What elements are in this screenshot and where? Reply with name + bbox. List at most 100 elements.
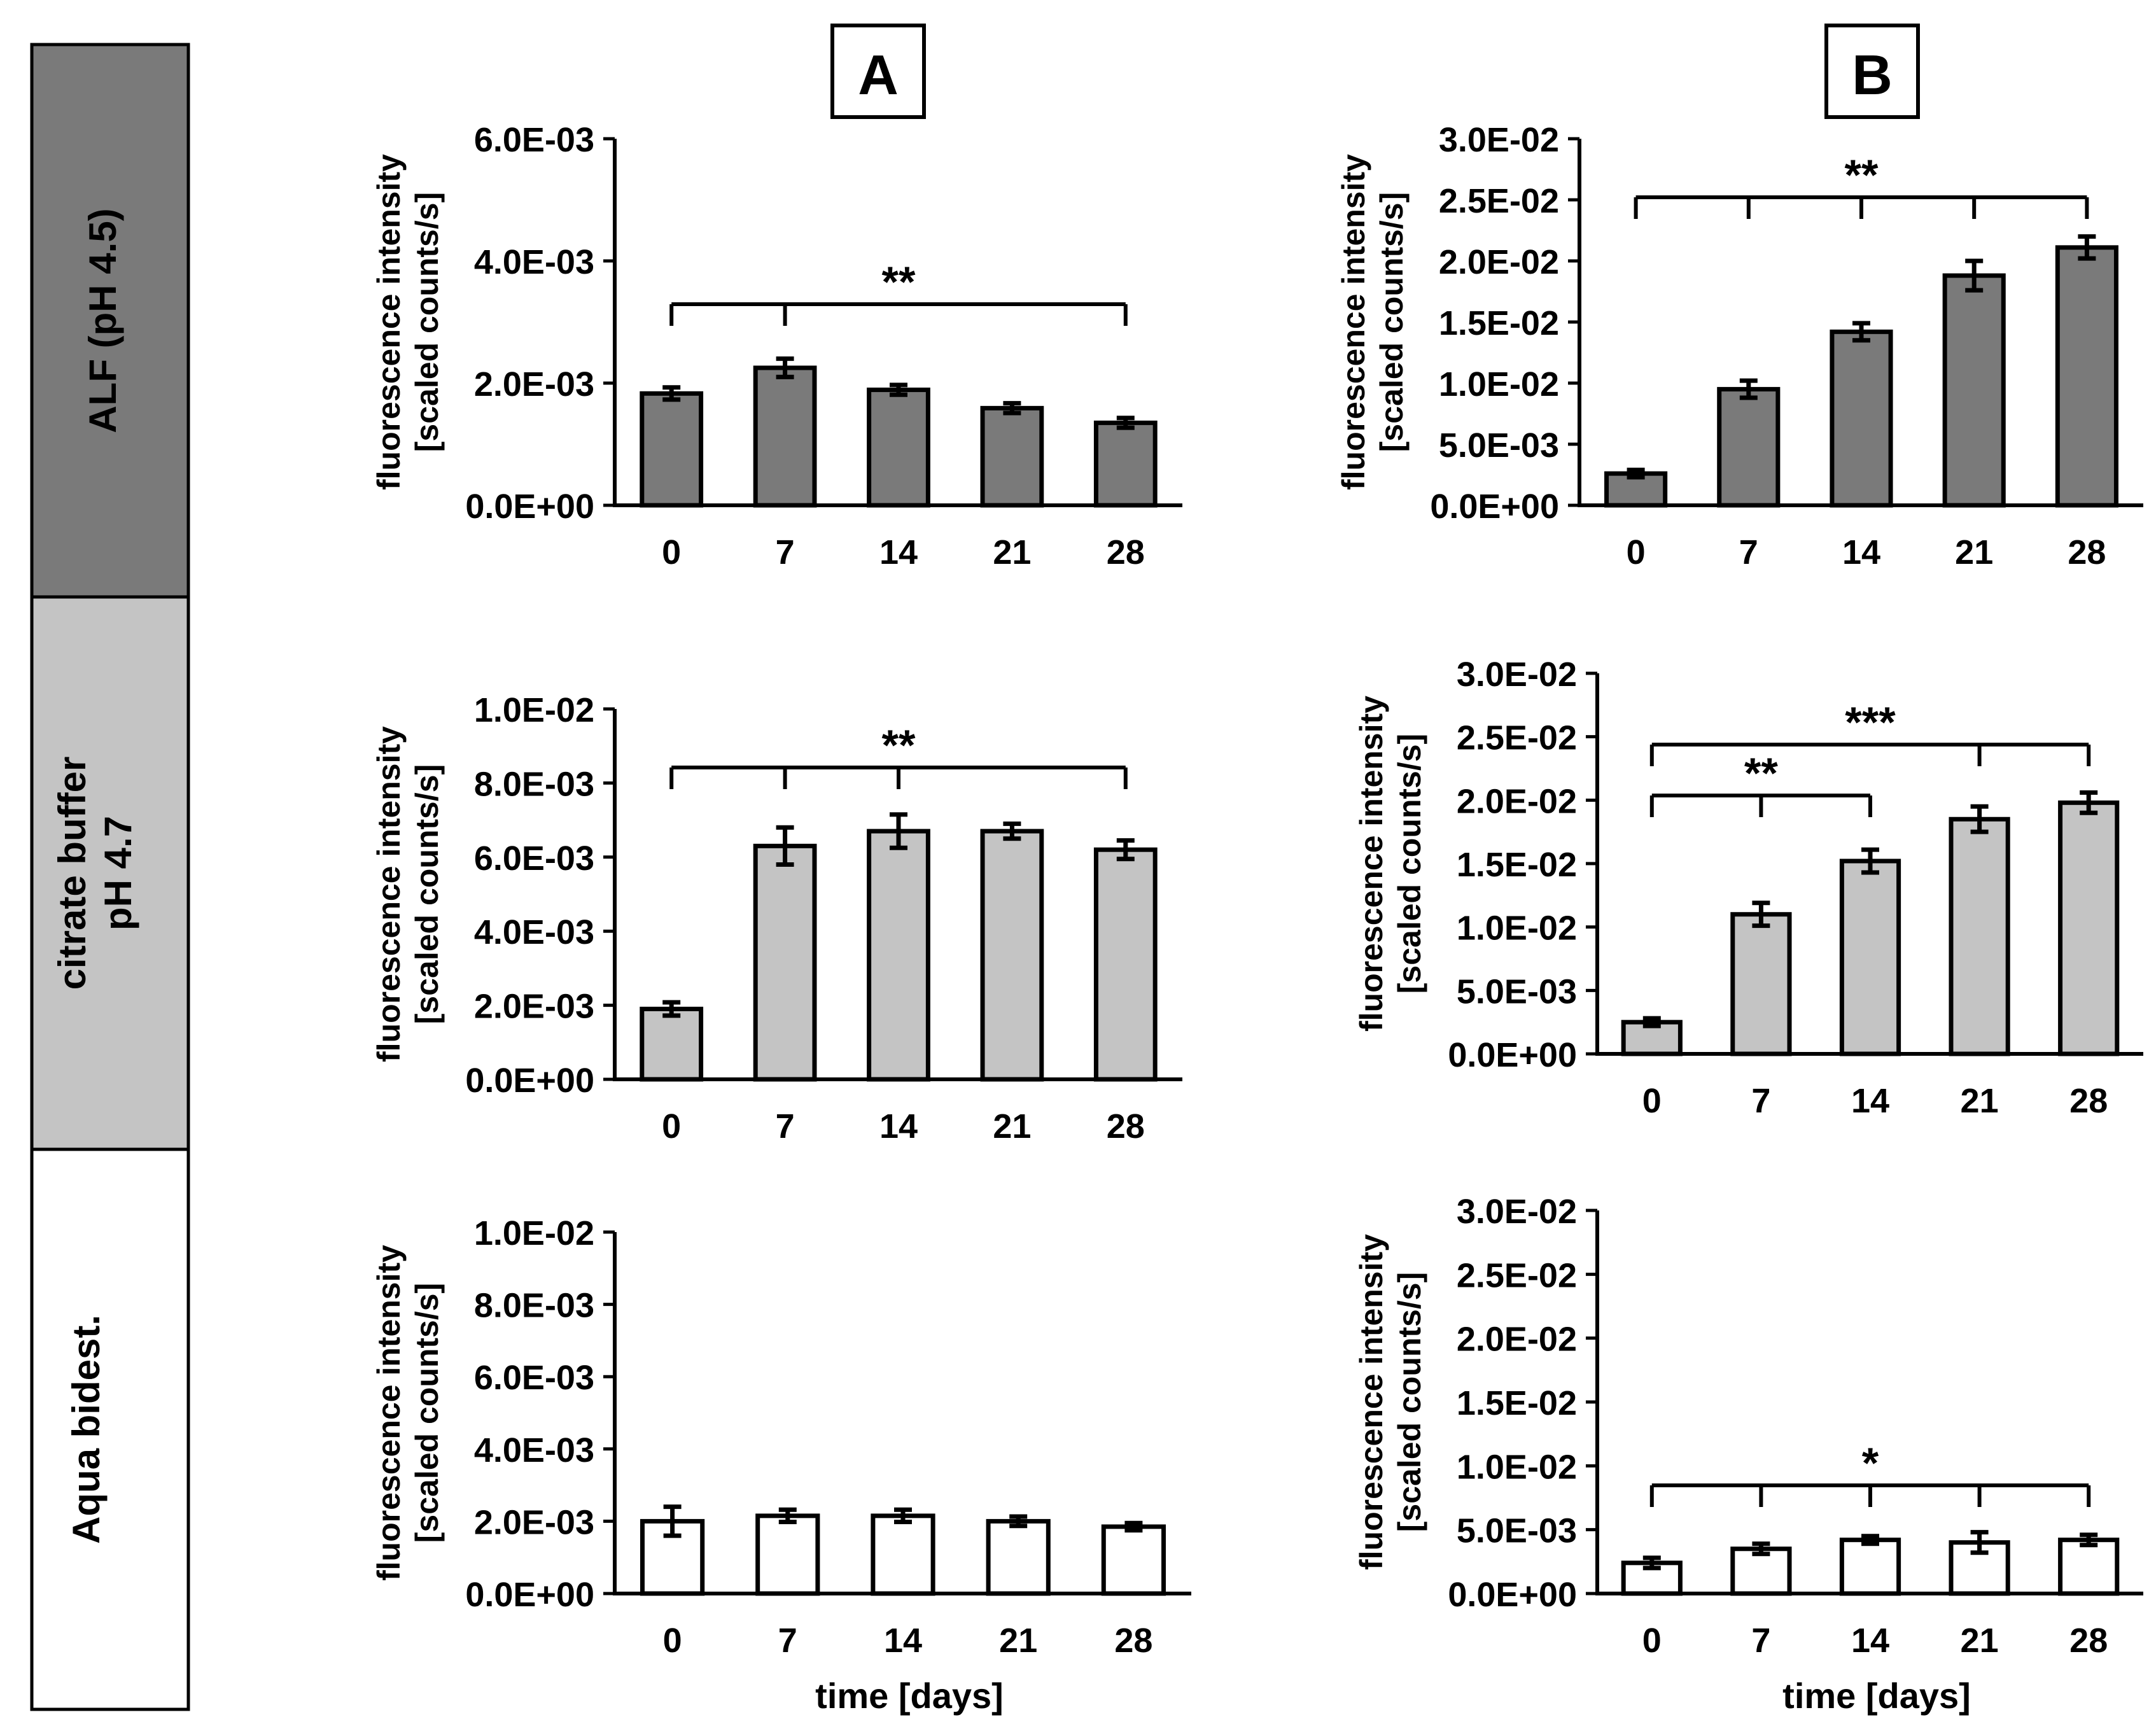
- error-bar: [1003, 821, 1021, 841]
- bar: [753, 843, 817, 1082]
- error-bar: [1752, 901, 1770, 929]
- significance-label: ***: [1845, 698, 1896, 746]
- y-axis-label-line2: [scaled counts/s]: [409, 1283, 445, 1543]
- x-tick-label: 0: [663, 1622, 682, 1660]
- chart-A3: 0.0E+00 2.0E-03 4.0E-03 6.0E-03 8.0E-03 1.0E-…: [371, 1214, 1191, 1716]
- significance-label: **: [1744, 749, 1778, 797]
- y-tick-label: 1.5E-02: [1439, 304, 1559, 342]
- bar: [1830, 329, 1893, 508]
- y-tick-label: 2.5E-02: [1439, 182, 1559, 220]
- y-axis-label-line2: [scaled counts/s]: [409, 192, 445, 452]
- significance-bracket: [669, 766, 1128, 789]
- error-bar: [1752, 1541, 1770, 1557]
- y-tick-label: 3.0E-02: [1439, 121, 1559, 159]
- y-tick-label: 1.5E-02: [1457, 1384, 1577, 1422]
- error-bar: [1642, 1016, 1661, 1028]
- x-tick-label: 21: [1961, 1622, 1999, 1660]
- bar: [1839, 1538, 1901, 1596]
- error-bar: [778, 1507, 797, 1525]
- x-tick-label: 28: [1107, 533, 1145, 571]
- row-label-box-3: [30, 1147, 190, 1711]
- bar: [871, 1513, 935, 1596]
- x-tick-label: 28: [2068, 533, 2106, 571]
- x-tick-label: 28: [2069, 1082, 2108, 1120]
- x-tick-label: 7: [1751, 1622, 1770, 1660]
- error-bar: [894, 1507, 912, 1525]
- x-tick-label: 28: [1107, 1107, 1145, 1146]
- y-tick-label: 6.0E-03: [474, 121, 594, 159]
- error-bar: [1970, 1530, 1989, 1555]
- row-label-2-line-2: pH 4.7: [97, 816, 139, 930]
- x-tick-label: 7: [776, 533, 795, 571]
- y-tick-label: 2.0E-03: [474, 365, 594, 403]
- y-tick-label: 5.0E-03: [1457, 1512, 1577, 1550]
- chart-B1: 0.0E+00 5.0E-03 1.0E-02 1.5E-02 2.0E-02 2.5E-…: [1336, 121, 2143, 571]
- error-bar: [1627, 467, 1645, 480]
- y-axis-label-line1: fluorescence intensity: [371, 726, 407, 1062]
- x-tick-label: 14: [1842, 533, 1880, 571]
- y-axis-label-line1: fluorescence intensity: [371, 1245, 407, 1581]
- x-tick-label: 14: [1851, 1622, 1889, 1660]
- x-tick-label: 14: [879, 1107, 918, 1146]
- error-bar: [1642, 1555, 1661, 1571]
- y-tick-label: 2.0E-03: [474, 988, 594, 1026]
- y-tick-label: 0.0E+00: [465, 487, 594, 526]
- charts: 0.0E+00 2.0E-03 4.0E-03 6.0E-03 0 7 14 21 28 fluo…: [371, 121, 2143, 1716]
- error-bar: [1861, 1534, 1879, 1546]
- panel-label-A: A: [830, 24, 926, 119]
- error-bar: [890, 812, 907, 850]
- y-tick-label: 8.0E-03: [474, 1287, 594, 1325]
- error-bar: [776, 825, 794, 867]
- y-tick-label: 2.0E-02: [1439, 243, 1559, 281]
- error-bar: [776, 356, 794, 379]
- y-tick-label: 0.0E+00: [1430, 487, 1559, 526]
- y-tick-label: 1.0E-02: [1457, 909, 1577, 948]
- row-label-3-line-1: Aqua bidest.: [65, 1315, 108, 1544]
- y-axis-label: fluorescence intensity[scaled counts/s]: [1336, 154, 1410, 490]
- error-bar: [1739, 378, 1758, 400]
- x-tick-label: 21: [999, 1622, 1037, 1660]
- significance-bracket: [1649, 1483, 2091, 1507]
- chart-A1: 0.0E+00 2.0E-03 4.0E-03 6.0E-03 0 7 14 21 28 fluo…: [371, 121, 1182, 571]
- x-tick-label: 7: [1739, 533, 1758, 571]
- y-axis-label-line2: [scaled counts/s]: [409, 764, 445, 1024]
- y-axis-label-line2: [scaled counts/s]: [1392, 1272, 1427, 1532]
- bar: [640, 1006, 704, 1082]
- bar: [1942, 273, 2006, 508]
- x-tick-label: 28: [2069, 1622, 2108, 1660]
- y-tick-label: 1.5E-02: [1457, 846, 1577, 884]
- error-bar: [1852, 321, 1870, 343]
- significance-label: **: [882, 721, 916, 769]
- x-tick-label: 28: [1114, 1622, 1152, 1660]
- bar: [1101, 1524, 1166, 1596]
- x-tick-label: 0: [1627, 533, 1646, 571]
- error-bar: [890, 382, 907, 397]
- y-tick-label: 5.0E-03: [1457, 972, 1577, 1011]
- row-label-1: ALF (pH 4.5): [81, 208, 124, 433]
- error-bar: [1965, 258, 1984, 293]
- x-tick-label: 21: [993, 533, 1031, 571]
- significance-bracket: [1649, 794, 1872, 817]
- x-tick-label: 0: [662, 1107, 681, 1146]
- x-tick-label: 14: [884, 1622, 922, 1660]
- x-tick-label: 0: [1642, 1082, 1662, 1120]
- x-tick-label: 7: [776, 1107, 795, 1146]
- bar: [2058, 1538, 2120, 1596]
- bar: [755, 1513, 820, 1596]
- error-bar: [662, 385, 681, 402]
- bar: [867, 388, 930, 508]
- chart-B3: 0.0E+00 5.0E-03 1.0E-02 1.5E-02 2.0E-02 2.5E-…: [1354, 1193, 2143, 1716]
- y-axis-label-line1: fluorescence intensity: [1354, 696, 1389, 1032]
- y-tick-label: 2.0E-03: [474, 1503, 594, 1541]
- y-axis-label: fluorescence intensity[scaled counts/s]: [371, 726, 445, 1062]
- significance-label: **: [882, 258, 916, 306]
- bar: [2055, 245, 2118, 508]
- y-tick-label: 2.0E-02: [1457, 782, 1577, 820]
- significance-bracket: [1634, 195, 2089, 219]
- bar: [1093, 420, 1158, 508]
- bar: [986, 1518, 1051, 1596]
- x-tick-label: 14: [879, 533, 918, 571]
- significance-bracket: [669, 302, 1128, 326]
- panel-label-A-text: A: [858, 43, 899, 106]
- x-tick-label: 21: [1961, 1082, 1999, 1120]
